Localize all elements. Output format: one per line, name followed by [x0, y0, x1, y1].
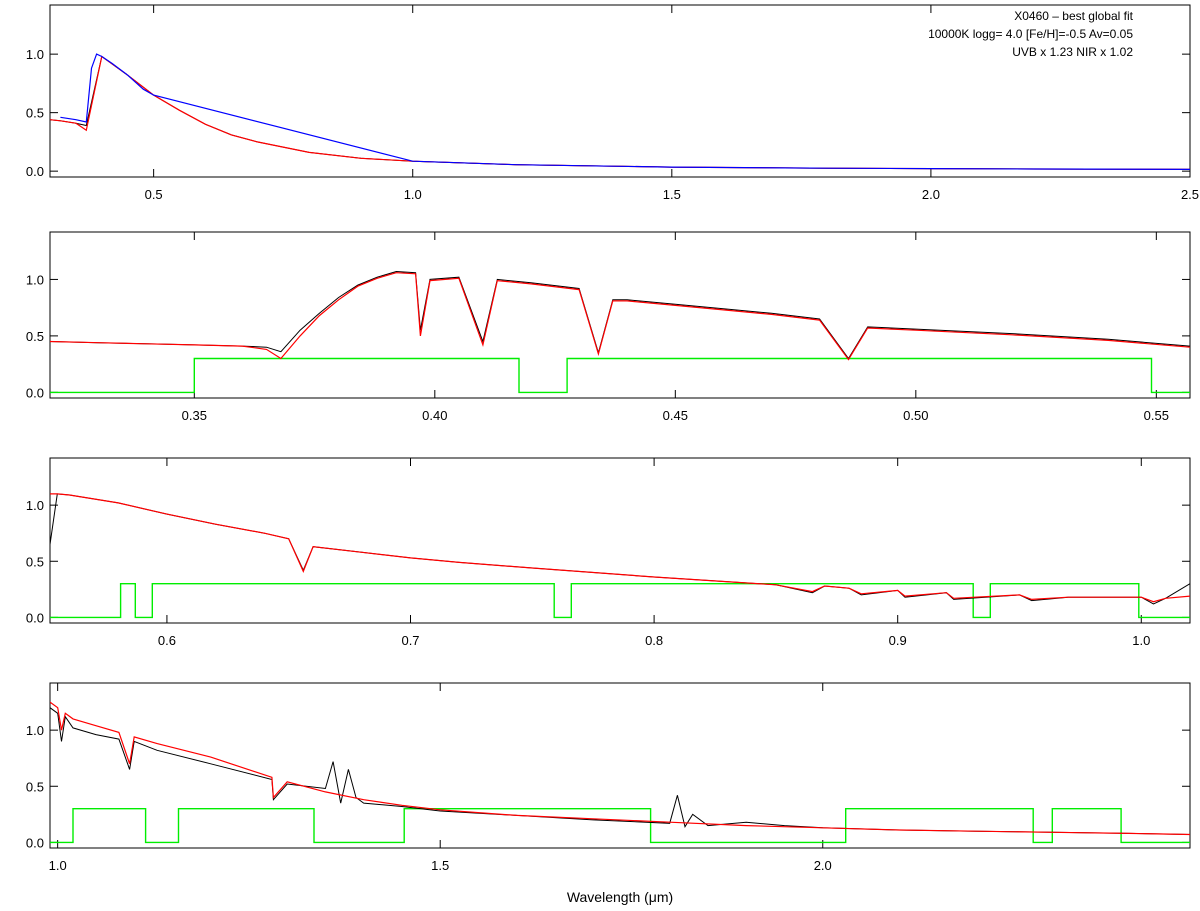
annotation-model-params: 10000K logg= 4.0 [Fe/H]=-0.5 Av=0.05	[928, 27, 1133, 41]
plot-area	[50, 701, 1190, 844]
annotation-block: X0460 – best global fit 10000K logg= 4.0…	[928, 9, 1134, 59]
y-tick-label: 0.5	[26, 329, 44, 344]
fit-mask-line	[50, 357, 1190, 394]
y-tick-label: 0.5	[26, 554, 44, 569]
series-model	[50, 701, 1190, 836]
annotation-scaling: UVB x 1.23 NIR x 1.02	[1012, 45, 1133, 59]
x-tick-label: 0.45	[663, 408, 688, 423]
series-observed	[50, 493, 1190, 605]
axes-frame	[49, 682, 1191, 849]
plot-area	[50, 53, 1190, 170]
series-observed	[50, 270, 1190, 360]
series-observed	[50, 707, 1190, 835]
x-tick-label: 2.0	[922, 187, 940, 202]
axes-frame	[49, 4, 1191, 178]
y-tick-label: 0.0	[26, 385, 44, 400]
x-tick-label: 0.55	[1144, 408, 1169, 423]
x-tick-label: 0.9	[889, 633, 907, 648]
x-tick-label: 0.8	[645, 633, 663, 648]
x-tick-label: 0.35	[182, 408, 207, 423]
y-tick-label: 0.0	[26, 610, 44, 625]
x-tick-label: 1.0	[1132, 633, 1150, 648]
fit-mask-line	[50, 808, 1190, 844]
y-tick-label: 0.0	[26, 164, 44, 179]
x-axis-label: Wavelength (μm)	[567, 889, 673, 905]
panel-vis: 0.0 0.5 1.0 0.6 0.7 0.8 0.9 1.0	[26, 457, 1191, 648]
axes-frame	[49, 457, 1191, 624]
series-model	[50, 272, 1190, 361]
x-tick-label: 0.50	[903, 408, 928, 423]
y-tick-label: 0.5	[26, 106, 44, 121]
plot-area	[50, 270, 1190, 394]
x-tick-label: 0.40	[422, 408, 447, 423]
series-observed	[50, 55, 1190, 170]
y-tick-label: 0.0	[26, 835, 44, 850]
panel-full-range: 0.0 0.5 1.0 0.5 1.0 1.5 2.0 2.5	[26, 4, 1199, 202]
x-tick-label: 1.5	[431, 858, 449, 873]
axes-frame	[49, 231, 1191, 399]
y-tick-label: 1.0	[26, 47, 44, 62]
series-model	[50, 493, 1190, 603]
x-tick-label: 2.5	[1181, 187, 1199, 202]
series-model	[50, 55, 1190, 170]
panel-nir: 0.0 0.5 1.0 1.0 1.5 2.0	[26, 682, 1191, 873]
panel-uvb: 0.0 0.5 1.0 0.35 0.40 0.45 0.50 0.55	[26, 231, 1191, 423]
annotation-title: X0460 – best global fit	[1014, 9, 1133, 23]
y-tick-label: 1.0	[26, 272, 44, 287]
plot-area	[50, 493, 1190, 619]
x-tick-label: 1.0	[404, 187, 422, 202]
x-tick-label: 0.5	[145, 187, 163, 202]
x-tick-label: 0.7	[401, 633, 419, 648]
y-tick-label: 0.5	[26, 779, 44, 794]
x-tick-label: 1.0	[49, 858, 67, 873]
x-tick-label: 2.0	[814, 858, 832, 873]
y-tick-label: 1.0	[26, 498, 44, 513]
series-model-blue	[60, 53, 1190, 170]
x-tick-label: 0.6	[158, 633, 176, 648]
fit-mask-line	[50, 583, 1190, 619]
x-tick-label: 1.5	[663, 187, 681, 202]
y-tick-label: 1.0	[26, 723, 44, 738]
